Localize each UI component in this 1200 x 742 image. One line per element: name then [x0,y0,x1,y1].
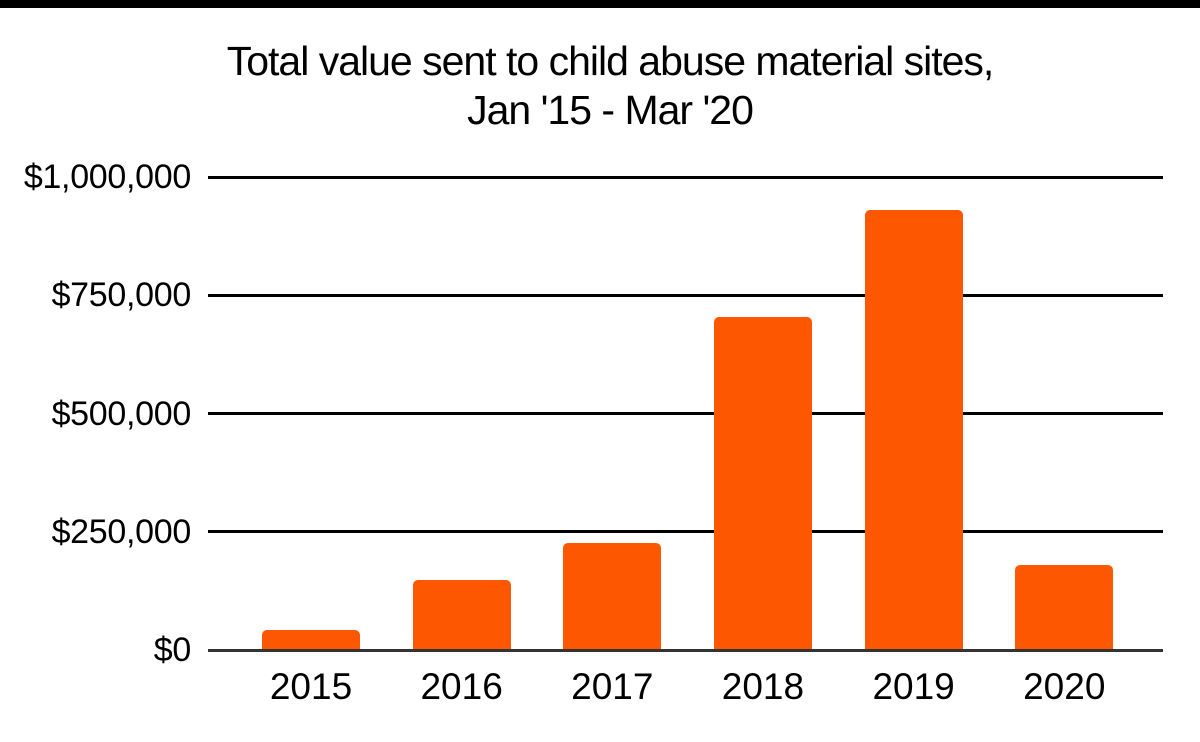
x-axis-label-2018: 2018 [721,666,805,707]
y-axis-label-750000: $750,000 [51,276,192,315]
x-axis-label-2015: 2015 [269,666,353,707]
x-axis-label-2017: 2017 [571,666,654,707]
gridline-500000 [208,412,1163,415]
bar-2019[interactable] [864,210,963,650]
bar-2015[interactable] [262,630,360,650]
y-axis-label-0: $0 [153,631,192,669]
chart-title: Total value sent to child abuse material… [20,37,1200,135]
bar-2017[interactable] [563,543,662,650]
top-border-rule [0,0,1200,8]
bar-2018[interactable] [713,317,812,650]
bar-2020[interactable] [1015,564,1114,650]
gridline-750000 [208,293,1163,297]
y-axis-label-1000000: $1,000,000 [23,158,191,196]
chart-title-line-2: Jan '15 - Mar '20 [467,87,754,133]
y-axis-label-250000: $250,000 [51,512,192,551]
gridline-250000 [208,530,1163,534]
x-axis-label-2016: 2016 [420,666,503,707]
bar-2016[interactable] [412,579,511,650]
x-axis-label-2020: 2020 [1023,666,1106,707]
gridline-1000000 [208,175,1163,179]
chart-title-line-1: Total value sent to child abuse material… [226,38,995,84]
y-axis-label-500000: $500,000 [51,394,192,433]
x-axis-baseline [208,648,1163,652]
x-axis-label-2019: 2019 [872,666,955,707]
